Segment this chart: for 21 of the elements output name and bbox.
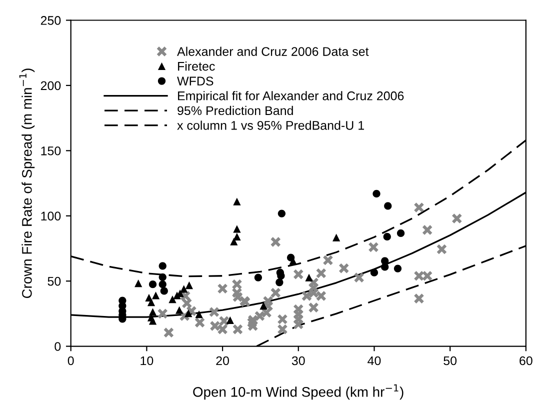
x-tick-label: 40	[368, 356, 381, 366]
legend-label: 95% Prediction Band	[178, 106, 293, 116]
y-tick-label: 150	[41, 146, 61, 156]
y-tick-label: 100	[41, 212, 61, 221]
x-tick-label: 30	[292, 356, 305, 366]
x-tick-label: 60	[520, 356, 532, 366]
y-tick-label: 200	[40, 81, 61, 90]
legend-label: x column 1 vs 95% PredBand-U 1	[177, 120, 364, 130]
y-axis-title: Crown Fire Rate of Spread (m min$^{−1}$)	[19, 68, 35, 298]
x-tick-label: 20	[216, 356, 230, 366]
legend-label: Alexander and Cruz 2006 Data set	[177, 46, 369, 56]
x-tick-label: 50	[444, 356, 457, 366]
y-tick-label: 250	[40, 16, 61, 25]
y-tick-label: 50	[48, 276, 61, 286]
y-tick-label: 0	[54, 342, 61, 351]
x-axis-title: Open 10-m Wind Speed (km hr$^{−1}$)	[193, 384, 404, 400]
x-tick-label: 0	[68, 356, 74, 366]
legend-label: WFDS	[177, 76, 214, 86]
legend-label: Empirical fit for Alexander and Cruz 2006	[178, 91, 404, 103]
x-tick-label: 10	[140, 356, 154, 366]
legend-label: Firetec	[178, 62, 215, 71]
